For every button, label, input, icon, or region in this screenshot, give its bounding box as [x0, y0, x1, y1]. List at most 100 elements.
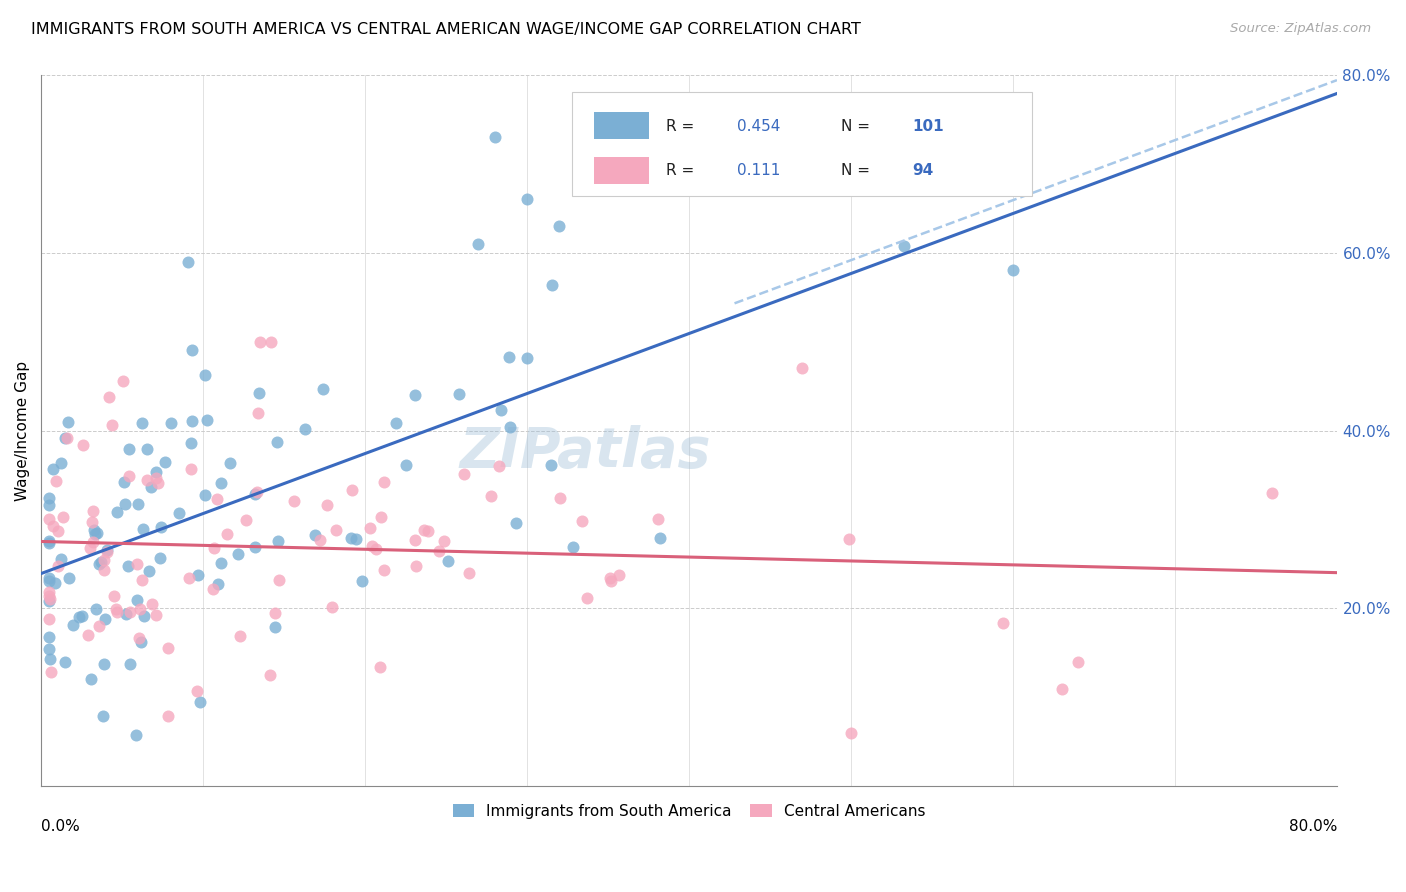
- Point: [70, 608, 93, 623]
- Point: [38, 591, 60, 606]
- Point: [67, 609, 90, 624]
- Point: [246, 406, 269, 420]
- Point: [571, 514, 593, 528]
- Point: [385, 416, 408, 430]
- Text: ZIPatlas: ZIPatlas: [460, 425, 711, 479]
- Point: [467, 236, 489, 251]
- Point: [100, 417, 122, 432]
- Point: [404, 388, 426, 402]
- Point: [340, 483, 363, 497]
- Point: [839, 726, 862, 740]
- Point: [294, 422, 316, 436]
- Point: [491, 403, 513, 417]
- Point: [93, 709, 115, 723]
- Text: R =: R =: [665, 120, 699, 134]
- Point: [120, 657, 142, 672]
- Point: [131, 416, 153, 430]
- Point: [153, 455, 176, 469]
- Point: [1067, 655, 1090, 669]
- Text: Source: ZipAtlas.com: Source: ZipAtlas.com: [1230, 22, 1371, 36]
- Point: [207, 577, 229, 591]
- Point: [264, 606, 287, 620]
- Point: [304, 528, 326, 542]
- Point: [540, 458, 562, 472]
- Point: [105, 605, 128, 619]
- Text: N =: N =: [841, 120, 875, 134]
- Point: [38, 511, 60, 525]
- Point: [118, 469, 141, 483]
- Point: [404, 533, 426, 547]
- Point: [264, 620, 287, 634]
- Point: [259, 334, 281, 349]
- Point: [395, 458, 418, 472]
- Point: [117, 558, 139, 573]
- FancyBboxPatch shape: [595, 112, 648, 139]
- Point: [364, 542, 387, 557]
- Point: [145, 465, 167, 479]
- Point: [87, 619, 110, 633]
- Point: [433, 533, 456, 548]
- Point: [321, 599, 343, 614]
- Point: [131, 573, 153, 587]
- Point: [128, 602, 150, 616]
- Point: [340, 532, 363, 546]
- Point: [87, 558, 110, 572]
- Point: [39, 665, 62, 679]
- Point: [516, 351, 538, 365]
- Point: [96, 542, 118, 557]
- Text: 0.454: 0.454: [737, 120, 780, 134]
- Point: [82, 535, 104, 549]
- Point: [157, 640, 180, 655]
- Point: [84, 527, 107, 541]
- Point: [125, 592, 148, 607]
- Point: [38, 491, 60, 505]
- Point: [150, 519, 173, 533]
- Point: [1050, 681, 1073, 696]
- Point: [266, 434, 288, 449]
- Point: [209, 556, 232, 570]
- Point: [187, 567, 209, 582]
- Point: [457, 566, 479, 581]
- Point: [94, 612, 117, 626]
- Point: [38, 594, 60, 608]
- Point: [373, 475, 395, 490]
- Point: [499, 420, 522, 434]
- Point: [52, 509, 75, 524]
- Point: [599, 571, 621, 585]
- Point: [405, 558, 427, 573]
- Point: [62, 618, 84, 632]
- Point: [167, 506, 190, 520]
- Point: [505, 516, 527, 530]
- Point: [38, 574, 60, 589]
- Point: [146, 475, 169, 490]
- Point: [112, 475, 135, 489]
- Text: N =: N =: [841, 163, 875, 178]
- Point: [359, 521, 381, 535]
- Point: [600, 574, 623, 589]
- Point: [46, 559, 69, 574]
- Point: [139, 480, 162, 494]
- Point: [39, 652, 62, 666]
- Point: [498, 350, 520, 364]
- Text: 0.111: 0.111: [737, 163, 780, 178]
- Point: [180, 414, 202, 428]
- Point: [49, 552, 72, 566]
- Point: [180, 462, 202, 476]
- Point: [114, 607, 136, 622]
- Point: [413, 523, 436, 537]
- Point: [202, 541, 225, 556]
- Point: [53, 431, 76, 445]
- Y-axis label: Wage/Income Gap: Wage/Income Gap: [15, 360, 30, 500]
- Point: [58, 571, 80, 585]
- Point: [548, 219, 571, 233]
- Point: [488, 459, 510, 474]
- Point: [235, 513, 257, 527]
- Point: [648, 531, 671, 545]
- Point: [125, 558, 148, 572]
- Point: [157, 709, 180, 723]
- Text: 0.0%: 0.0%: [41, 819, 80, 833]
- Point: [838, 532, 860, 546]
- Point: [112, 374, 135, 388]
- FancyBboxPatch shape: [595, 157, 648, 184]
- Point: [373, 563, 395, 577]
